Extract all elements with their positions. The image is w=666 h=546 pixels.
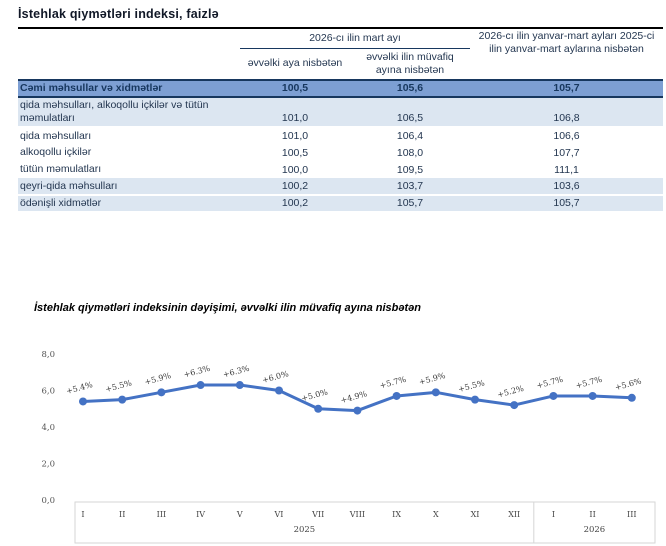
svg-text:+5.0%: +5.0% [300,387,329,403]
row-label: alkoqollu içkilər [18,144,240,161]
page-title: İstehlak qiymətləri indeksi, faizlə [18,7,219,21]
column-header-year: əvvəlki ilin müvafiq ayına nisbətən [366,50,454,76]
svg-text:2025: 2025 [294,525,316,535]
svg-text:XII: XII [508,510,520,519]
row-value: 100,2 [240,195,350,213]
row-value: 109,5 [350,161,470,178]
row-value: 106,8 [470,97,663,128]
svg-text:0,0: 0,0 [41,496,55,506]
row-value: 105,6 [350,79,470,98]
svg-text:+5.7%: +5.7% [575,375,604,391]
svg-text:I: I [81,510,84,519]
row-value: 100,0 [240,161,350,178]
column-header-month: əvvəlki aya nisbətən [247,57,343,70]
svg-text:+6.3%: +6.3% [222,364,251,380]
row-label: qida məhsulları, alkoqollu içkilər və tü… [18,97,240,128]
empty-corner-cell [18,28,240,48]
row-value: 100,5 [240,79,350,98]
table-row: qida məhsulları 101,0 106,4 106,6 [18,127,663,144]
row-label: qida məhsulları [18,127,240,144]
svg-text:III: III [157,510,166,519]
table-row: qida məhsulları, alkoqollu içkilər və tü… [18,97,663,128]
svg-text:VIII: VIII [349,510,365,519]
svg-text:+5.6%: +5.6% [614,376,643,392]
row-label: qeyri-qida məhsulları [18,178,240,196]
svg-text:+6.3%: +6.3% [183,364,212,380]
cpi-table: 2026-cı ilin mart ayı 2026-cı ilin yanva… [18,27,663,213]
row-value: 103,7 [350,178,470,196]
svg-text:6,0: 6,0 [41,387,55,397]
empty-corner-cell [18,48,240,80]
svg-text:II: II [589,510,595,519]
svg-text:+5.5%: +5.5% [457,378,486,394]
svg-text:+5.5%: +5.5% [104,378,133,394]
svg-text:IX: IX [392,510,401,519]
table-row: qeyri-qida məhsulları 100,2 103,7 103,6 [18,178,663,196]
cpi-line-chart: 0,0 2,0 4,0 6,0 8,0 2025 2026 I II III IV V VI VII VII… [0,336,666,546]
row-value: 111,1 [470,161,663,178]
table-row: alkoqollu içkilər 100,5 108,0 107,7 [18,144,663,161]
svg-text:+5.9%: +5.9% [144,371,173,387]
svg-text:VI: VI [274,510,284,519]
svg-text:V: V [236,510,243,519]
row-label: tütün məmulatları [18,161,240,178]
row-label: Cəmi məhsullar və xidmətlər [18,79,240,98]
row-label: ödənişli xidmətlər [18,195,240,213]
row-value: 106,6 [470,127,663,144]
row-value: 100,2 [240,178,350,196]
svg-text:VII: VII [311,510,324,519]
table-row: ödənişli xidmətlər 100,2 105,7 105,7 [18,195,663,213]
svg-text:I: I [552,510,555,519]
row-value: 106,5 [350,97,470,128]
table-row: tütün məmulatları 100,0 109,5 111,1 [18,161,663,178]
period-column-header: 2026-cı ilin yanvar-mart ayları 2025-ci … [478,30,655,55]
row-value: 100,5 [240,144,350,161]
row-value: 105,7 [470,79,663,98]
row-value: 103,6 [470,178,663,196]
row-value: 105,7 [470,195,663,213]
svg-text:4,0: 4,0 [41,423,55,433]
row-value: 106,4 [350,127,470,144]
svg-text:II: II [119,510,125,519]
svg-text:III: III [627,510,636,519]
svg-text:+5.2%: +5.2% [496,384,525,400]
column-group-header: 2026-cı ilin mart ayı [240,28,470,49]
svg-text:+4.9%: +4.9% [340,389,369,405]
svg-text:8,0: 8,0 [41,350,55,360]
svg-text:+5.4%: +5.4% [65,380,94,396]
row-value: 101,0 [240,97,350,128]
table-row-total: Cəmi məhsullar və xidmətlər 100,5 105,6 … [18,79,663,98]
svg-text:+6.0%: +6.0% [261,369,290,385]
svg-text:XI: XI [471,510,480,519]
row-value: 101,0 [240,127,350,144]
svg-text:IV: IV [196,510,205,519]
svg-text:2026: 2026 [584,525,606,535]
row-value: 108,0 [350,144,470,161]
row-value: 105,7 [350,195,470,213]
svg-text:+5.7%: +5.7% [536,375,565,391]
svg-text:+5.9%: +5.9% [418,371,447,387]
row-value: 107,7 [470,144,663,161]
chart-title: İstehlak qiymətləri indeksinin dəyişimi,… [34,302,421,314]
svg-text:+5.7%: +5.7% [379,375,408,391]
svg-text:2,0: 2,0 [41,460,55,470]
svg-text:X: X [433,510,439,519]
